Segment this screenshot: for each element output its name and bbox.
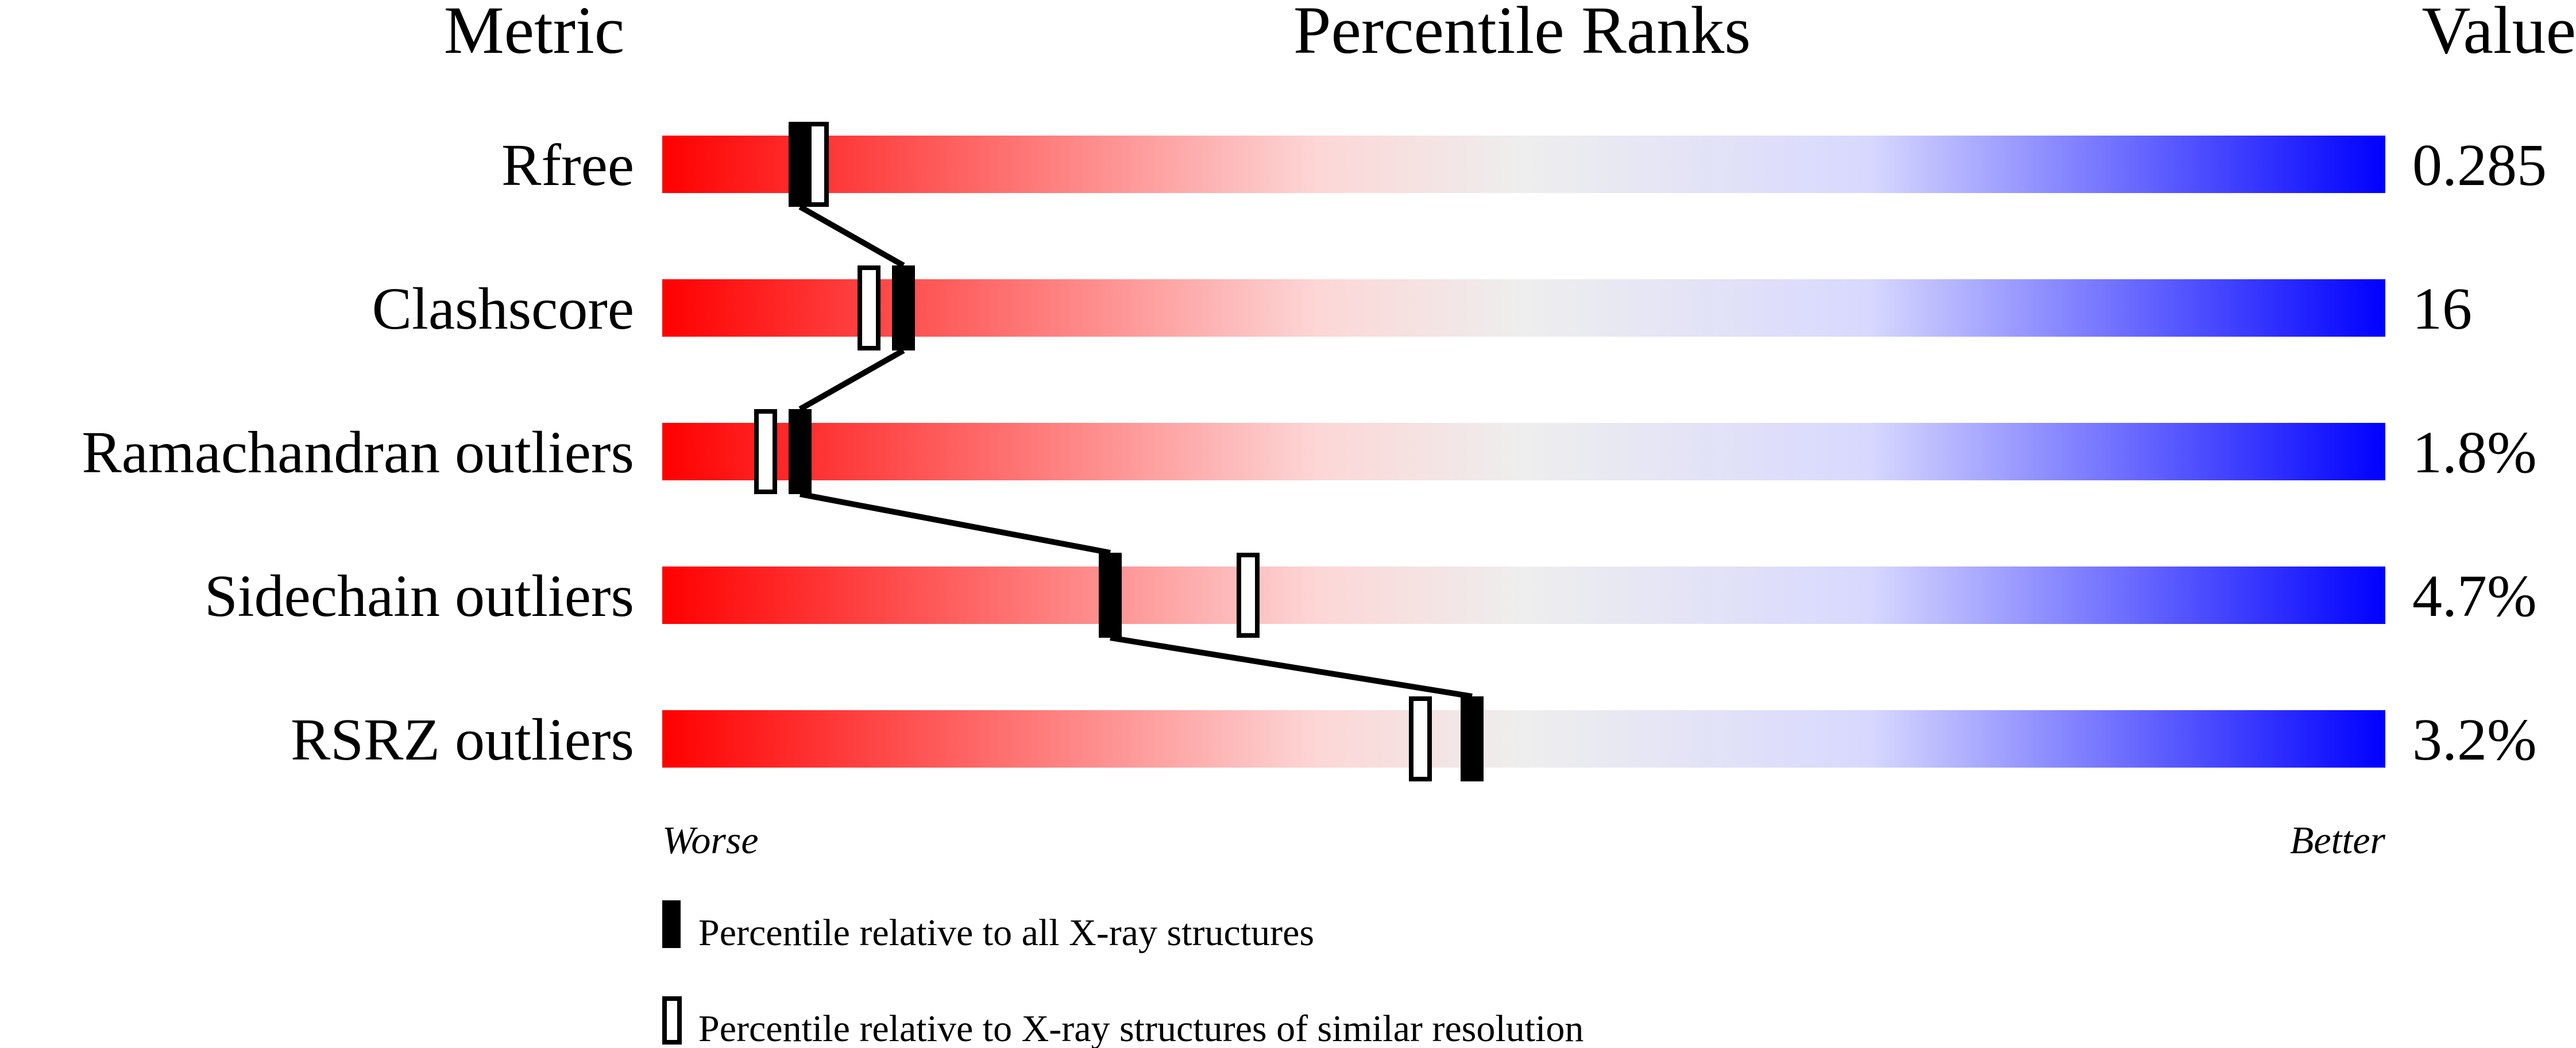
marker-similar-resolution: [1409, 696, 1432, 781]
metric-label: Clashscore: [372, 276, 634, 342]
header-value: Value: [2421, 0, 2576, 68]
legend-label-all: Percentile relative to all X-ray structu…: [698, 912, 1314, 954]
header-metric: Metric: [444, 0, 625, 68]
metric-label: Sidechain outliers: [204, 563, 634, 629]
marker-similar-resolution: [1237, 553, 1260, 638]
percentile-bar: [662, 423, 2385, 480]
metric-value: 3.2%: [2412, 707, 2537, 773]
metric-value: 1.8%: [2412, 419, 2537, 486]
metric-value: 0.285: [2412, 132, 2547, 198]
marker-all-structures: [1461, 696, 1484, 781]
metric-label: RSRZ outliers: [291, 707, 634, 773]
metric-label: Ramachandran outliers: [82, 419, 634, 486]
header-percentile-ranks: Percentile Ranks: [1293, 0, 1751, 68]
axis-label-worse: Worse: [662, 818, 759, 862]
percentile-bar: [662, 567, 2385, 624]
legend-label-similar: Percentile relative to X-ray structures …: [698, 1008, 1584, 1048]
metric-label: Rfree: [501, 132, 634, 198]
marker-all-structures: [1099, 553, 1122, 638]
percentile-bar: [662, 710, 2385, 768]
marker-all-structures: [789, 122, 812, 207]
axis-label-better: Better: [2290, 818, 2386, 862]
marker-all-structures: [789, 409, 812, 494]
connector-line: [1110, 635, 1473, 699]
marker-similar-resolution: [858, 265, 880, 350]
percentile-bar: [662, 279, 2385, 337]
marker-all-structures: [892, 265, 915, 350]
marker-similar-resolution: [754, 409, 777, 494]
percentile-bar: [662, 136, 2385, 193]
metric-value: 4.7%: [2412, 563, 2537, 629]
connector-line: [798, 348, 905, 412]
connector-line: [800, 491, 1111, 556]
connector-line: [798, 204, 905, 268]
legend-open-marker: [662, 996, 682, 1045]
metric-value: 16: [2412, 276, 2472, 342]
legend-filled-marker: [662, 900, 681, 948]
